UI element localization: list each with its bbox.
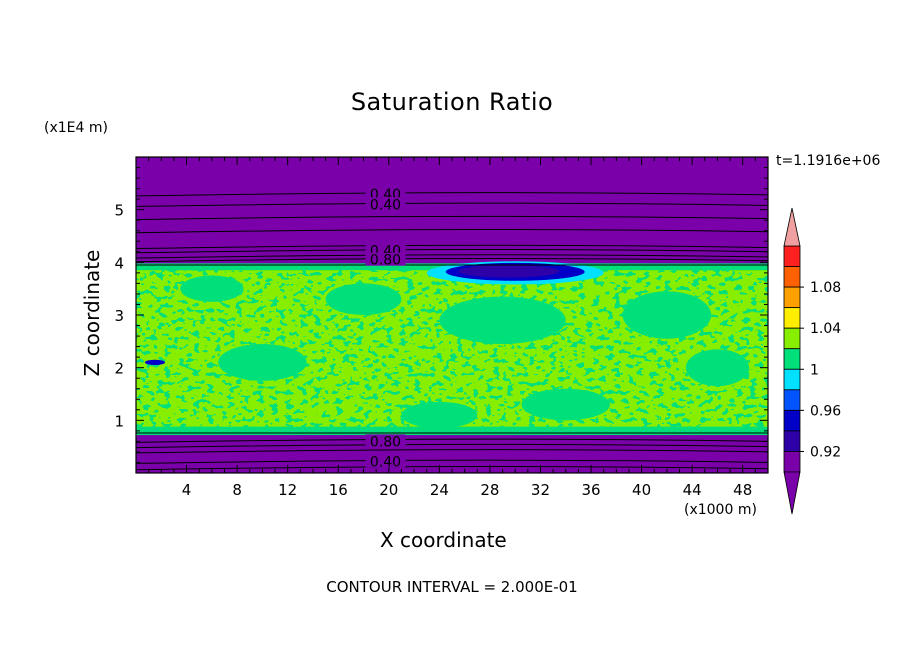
y-tick-label: 1 <box>114 412 124 430</box>
blue-patch-small <box>144 359 166 366</box>
colorbar-label: 0.92 <box>810 444 841 460</box>
y-unit-label: (x1E4 m) <box>44 120 108 136</box>
contour-line <box>136 257 768 263</box>
contour-label-bg <box>365 252 406 266</box>
contour-label-bg <box>365 454 406 468</box>
colorbar-swatch <box>783 348 801 370</box>
colorbar-swatch <box>783 368 801 391</box>
contour-line <box>136 244 768 250</box>
green-patch <box>622 291 712 339</box>
colorbar-swatch <box>783 286 801 309</box>
x-tick-label: 48 <box>733 481 752 499</box>
colorbar-swatch <box>783 409 801 432</box>
x-tick-label: 40 <box>632 481 651 499</box>
colorbar-swatch <box>783 451 801 473</box>
green-patch <box>218 343 307 381</box>
y-axis: 1 2 3 4 5 <box>114 167 768 463</box>
contour-line <box>136 465 768 471</box>
contour-line <box>136 438 768 443</box>
region-bottom-edge <box>136 426 768 436</box>
x-tick-label: 36 <box>581 481 600 499</box>
green-patch <box>685 349 750 387</box>
contour-label: 0.40 <box>370 454 401 470</box>
colorbar-swatch <box>783 327 801 350</box>
time-label: t=1.1916e+06 <box>776 153 881 169</box>
contour-label-bg <box>365 434 406 448</box>
green-patch <box>180 275 244 302</box>
colorbar-swatch <box>783 266 801 288</box>
y-tick-label: 4 <box>114 254 124 272</box>
contour-label: 0.80 <box>370 253 401 269</box>
colorbar-swatch <box>783 430 801 452</box>
contour-line <box>136 449 768 454</box>
contour-label-bg <box>365 186 406 200</box>
indigo-patch <box>458 264 560 278</box>
colorbar-over-arrow <box>783 207 801 247</box>
contour-line <box>136 228 768 234</box>
contour-labels: 0.400.400.400.800.800.40 <box>365 186 406 470</box>
x-tick-label: 4 <box>182 481 192 499</box>
contour-line <box>136 443 768 449</box>
chart-title: Saturation Ratio <box>350 88 554 116</box>
x-tick-label: 16 <box>329 481 348 499</box>
contour-line <box>136 254 768 259</box>
contour-line <box>136 249 768 254</box>
green-patch <box>325 283 402 316</box>
colorbar-label: 1.08 <box>810 280 841 296</box>
x-tick-label: 32 <box>531 481 550 499</box>
x-tick-label: 24 <box>430 481 449 499</box>
contour-line <box>136 459 768 464</box>
contour-interval-label: CONTOUR INTERVAL = 2.000E-01 <box>326 578 578 596</box>
contour-lines <box>136 192 768 471</box>
green-patch <box>521 388 610 421</box>
colorbar-under-arrow <box>783 471 801 515</box>
x-axis: 4 8 12 16 20 24 28 32 36 40 44 48 <box>148 157 756 499</box>
y-tick-label: 2 <box>114 360 124 378</box>
saturation-field <box>136 157 768 473</box>
contour-label: 0.40 <box>370 197 401 213</box>
y-tick-label: 3 <box>114 307 124 325</box>
colorbar: 0.92 0.96 1 1.04 1.08 <box>783 207 841 515</box>
y-tick-label: 5 <box>114 202 124 220</box>
contour-line <box>136 202 768 207</box>
x-tick-label: 8 <box>232 481 242 499</box>
contour-label-bg <box>365 197 406 211</box>
colorbar-label: 1 <box>810 362 819 378</box>
green-patch <box>439 296 566 344</box>
colorbar-swatch <box>783 245 801 267</box>
x-tick-label: 28 <box>480 481 499 499</box>
contour-line <box>136 215 768 221</box>
colorbar-swatch <box>783 307 801 329</box>
x-tick-label: 12 <box>278 481 297 499</box>
x-axis-title: X coordinate <box>380 528 507 552</box>
colorbar-swatch <box>783 389 801 411</box>
contour-label: 0.80 <box>370 434 401 450</box>
green-patch <box>401 401 478 429</box>
contour-line <box>136 192 768 197</box>
colorbar-label: 0.96 <box>810 403 841 419</box>
x-tick-label: 44 <box>683 481 702 499</box>
x-tick-label: 20 <box>379 481 398 499</box>
x-unit-label: (x1000 m) <box>684 502 757 518</box>
colorbar-label: 1.04 <box>810 321 841 337</box>
